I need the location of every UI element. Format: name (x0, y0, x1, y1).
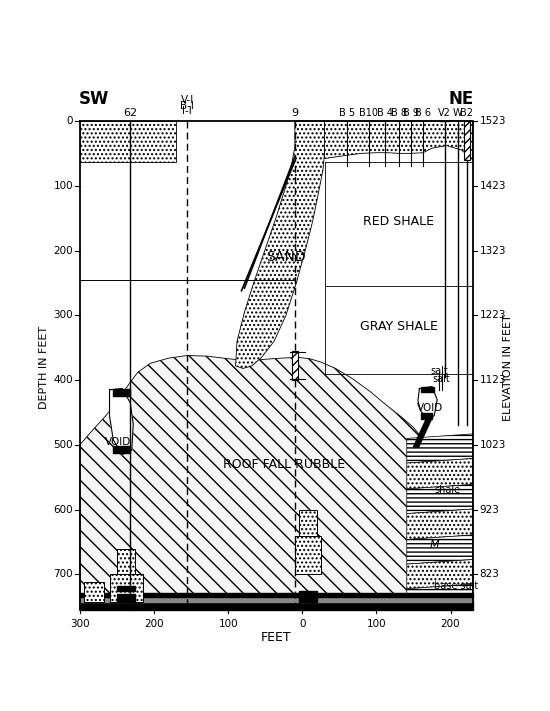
Text: GRAY SHALE: GRAY SHALE (360, 321, 438, 333)
Polygon shape (407, 584, 473, 610)
Text: FEET: FEET (261, 631, 292, 644)
Polygon shape (117, 586, 135, 592)
Polygon shape (299, 510, 317, 535)
Text: 600: 600 (53, 505, 73, 515)
Text: 400: 400 (53, 375, 73, 385)
Text: V-I: V-I (181, 95, 194, 105)
Polygon shape (407, 484, 473, 513)
Text: W: W (453, 108, 463, 118)
Polygon shape (80, 121, 176, 162)
Text: 1423: 1423 (480, 181, 506, 191)
Polygon shape (235, 121, 324, 368)
Polygon shape (407, 434, 473, 463)
Polygon shape (117, 594, 135, 602)
Text: VOID: VOID (105, 437, 131, 447)
Text: ROOF FALL RUBBLE: ROOF FALL RUBBLE (223, 458, 345, 471)
Polygon shape (407, 560, 473, 589)
Polygon shape (407, 459, 473, 489)
Text: B 9: B 9 (403, 108, 419, 118)
Bar (464, 121, 470, 160)
Bar (292, 351, 298, 380)
Text: 100: 100 (218, 619, 238, 629)
Polygon shape (80, 356, 427, 610)
Text: B 6: B 6 (415, 108, 431, 118)
Text: 9: 9 (292, 108, 299, 118)
Text: V2: V2 (438, 108, 451, 118)
Text: B 8: B 8 (390, 108, 406, 118)
Polygon shape (418, 387, 437, 419)
Polygon shape (80, 597, 473, 602)
Polygon shape (84, 582, 103, 602)
Polygon shape (324, 162, 473, 286)
Polygon shape (421, 387, 434, 392)
Text: 300: 300 (70, 619, 90, 629)
Text: SAND: SAND (266, 250, 306, 264)
Text: 1123: 1123 (480, 375, 506, 385)
Polygon shape (109, 388, 133, 454)
Text: B-I: B-I (180, 100, 194, 111)
Polygon shape (295, 535, 321, 574)
Text: NE: NE (449, 90, 474, 108)
Text: salt: salt (432, 374, 450, 384)
Text: 1023: 1023 (480, 440, 506, 450)
Text: B2: B2 (460, 108, 474, 118)
Text: ELEVATION IN FEET: ELEVATION IN FEET (503, 314, 513, 420)
Text: RED SHALE: RED SHALE (363, 215, 434, 228)
Polygon shape (109, 574, 143, 602)
Text: B 4: B 4 (377, 108, 393, 118)
Polygon shape (299, 591, 317, 602)
Polygon shape (324, 286, 473, 374)
Text: VOID: VOID (417, 403, 443, 413)
Text: DEPTH IN FEET: DEPTH IN FEET (39, 326, 50, 409)
Polygon shape (113, 447, 130, 454)
Text: salt: salt (431, 366, 448, 376)
Polygon shape (80, 593, 473, 597)
Text: 0: 0 (67, 116, 73, 126)
Text: base salt: base salt (434, 581, 478, 591)
Text: I-I: I-I (183, 106, 192, 116)
Text: SW: SW (79, 90, 109, 108)
Text: 300: 300 (53, 310, 73, 321)
Text: 823: 823 (480, 570, 499, 579)
Text: 1523: 1523 (480, 116, 506, 126)
Text: shale: shale (434, 485, 460, 496)
Polygon shape (80, 121, 473, 610)
Polygon shape (407, 535, 473, 564)
Text: B10: B10 (360, 108, 378, 118)
Text: 0: 0 (299, 619, 305, 629)
Text: 700: 700 (53, 570, 73, 579)
Text: 200: 200 (144, 619, 164, 629)
Polygon shape (113, 388, 130, 396)
Polygon shape (421, 412, 432, 419)
Polygon shape (117, 549, 135, 574)
Polygon shape (407, 509, 473, 540)
Text: 100: 100 (53, 181, 73, 191)
Text: 200: 200 (441, 619, 460, 629)
Text: 200: 200 (53, 245, 73, 255)
Polygon shape (80, 602, 473, 610)
Text: B 5: B 5 (339, 108, 355, 118)
Text: 923: 923 (480, 505, 499, 515)
Polygon shape (324, 121, 473, 160)
Text: 500: 500 (53, 440, 73, 450)
Text: 1323: 1323 (480, 245, 506, 255)
Text: 100: 100 (367, 619, 386, 629)
Text: 62: 62 (123, 108, 138, 118)
Text: 1223: 1223 (480, 310, 506, 321)
Text: M: M (430, 540, 439, 550)
